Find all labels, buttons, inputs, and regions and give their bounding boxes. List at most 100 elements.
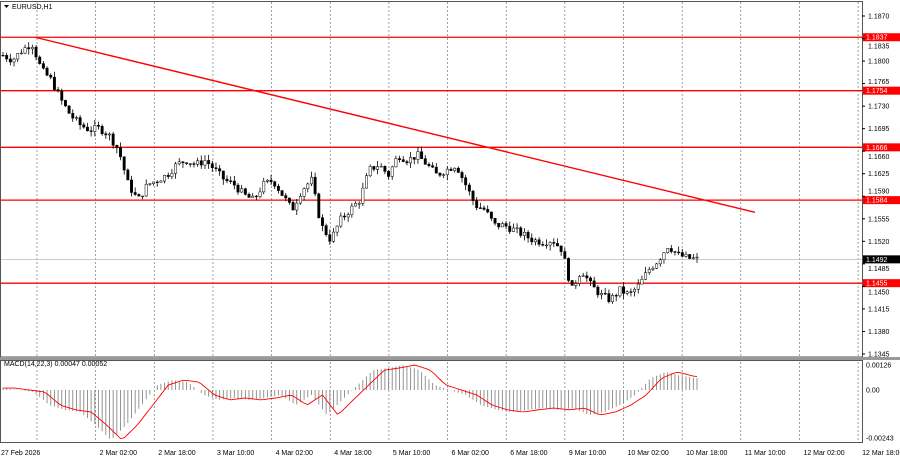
candle-body <box>655 263 659 269</box>
candle-body <box>548 242 552 246</box>
candle-body <box>478 207 482 209</box>
candle-body <box>552 242 556 244</box>
candle-body <box>232 180 236 186</box>
candle-body <box>629 291 633 293</box>
macd-y-tick-label: -0.00243 <box>866 436 894 443</box>
y-tick-label: 1.1800 <box>868 59 890 66</box>
candle-body <box>298 196 302 204</box>
x-tick-label: 12 Mar 02:00 <box>803 450 844 457</box>
candle-body <box>93 125 97 132</box>
candle-body <box>144 184 148 197</box>
candle-body <box>387 171 391 177</box>
dropdown-triangle-icon[interactable] <box>4 5 9 8</box>
candle-body <box>181 161 185 164</box>
candle-body <box>434 166 438 174</box>
candle-body <box>41 63 45 69</box>
candle-body <box>556 243 559 247</box>
candle-body <box>119 147 122 158</box>
candle-body <box>287 197 291 203</box>
y-tick-label: 1.1345 <box>868 351 890 358</box>
candle-body <box>625 291 629 294</box>
x-tick-label: 4 Mar 18:00 <box>334 450 371 457</box>
current-price-tag <box>863 255 900 264</box>
level-price-tag <box>863 143 900 152</box>
candle-body <box>295 202 299 211</box>
candle-body <box>508 225 512 232</box>
candle-body <box>82 124 86 128</box>
candle-body <box>280 190 284 196</box>
candle-body <box>302 188 306 197</box>
x-tick-label: 3 Mar 10:00 <box>217 450 254 457</box>
main-pane-frame <box>0 1 863 358</box>
candle-body <box>350 205 354 215</box>
candle-body <box>317 193 321 218</box>
candle-body <box>155 181 159 184</box>
candle-body <box>504 223 508 227</box>
candle-body <box>258 191 262 197</box>
candle-body <box>192 163 196 165</box>
candle-body <box>328 234 332 242</box>
grid <box>36 2 859 442</box>
horizontal-levels[interactable]: 1.1837 1.1754 1.1666 1.1584 1.1455 1.1492 <box>0 33 900 288</box>
candle-body <box>8 58 12 63</box>
candle-body <box>544 244 548 247</box>
candle-body <box>559 245 563 252</box>
candle-body <box>221 170 225 180</box>
macd-y-tick-label: 0.00 <box>866 388 880 395</box>
candle-body <box>49 74 53 78</box>
candle-body <box>357 203 361 205</box>
candle-body <box>284 195 288 199</box>
macd-pane: 0.00126 0.00 -0.00243 <box>2 363 894 443</box>
y-tick-label: 1.1765 <box>868 79 890 86</box>
x-tick-label: 6 Mar 02:00 <box>452 450 489 457</box>
candle-body <box>218 168 222 172</box>
candle-body <box>56 89 60 92</box>
candle-body <box>52 76 56 90</box>
candle-body <box>467 184 471 192</box>
candle-body <box>122 156 126 171</box>
candle-body <box>361 187 365 204</box>
candle-body <box>1 55 5 57</box>
candle-body <box>12 58 16 63</box>
candle-body <box>688 254 692 259</box>
candle-body <box>666 248 670 254</box>
candle-body <box>471 190 475 201</box>
candle-body <box>453 167 457 171</box>
candle-body <box>611 295 614 302</box>
y-tick-label: 1.1590 <box>868 189 890 196</box>
candle-body <box>379 166 383 168</box>
candle-body <box>644 272 648 280</box>
y-tick-label: 1.1835 <box>868 44 890 51</box>
candle-body <box>651 267 655 270</box>
candle-body <box>152 181 156 184</box>
candle-body <box>225 178 229 182</box>
candle-body <box>394 158 398 168</box>
candle-body <box>188 163 192 165</box>
candle-body <box>141 195 144 198</box>
candle-body <box>603 293 607 295</box>
candle-body <box>306 183 310 189</box>
candle-body <box>680 252 684 257</box>
y-tick-label: 1.1450 <box>868 290 890 297</box>
candle-body <box>427 164 431 166</box>
candle-body <box>464 177 468 186</box>
candle-body <box>622 286 626 294</box>
y-tick-label: 1.1555 <box>868 216 890 223</box>
candle-body <box>526 231 530 239</box>
candles <box>1 42 699 304</box>
candle-body <box>691 257 695 259</box>
candle-body <box>262 181 266 193</box>
candle-body <box>486 209 490 213</box>
level-price-tag <box>863 279 900 288</box>
candle-body <box>614 295 618 297</box>
candle-body <box>460 172 464 178</box>
chart-title[interactable]: EURUSD,H1 <box>4 4 53 11</box>
candle-body <box>321 217 324 226</box>
candle-body <box>343 215 346 218</box>
candle-body <box>97 125 100 127</box>
candle-body <box>89 130 93 132</box>
x-tick-label: 11 Mar 10:00 <box>745 450 786 457</box>
level-price-label: 1.1584 <box>866 198 888 205</box>
x-tick-label: 5 Mar 10:00 <box>393 450 430 457</box>
